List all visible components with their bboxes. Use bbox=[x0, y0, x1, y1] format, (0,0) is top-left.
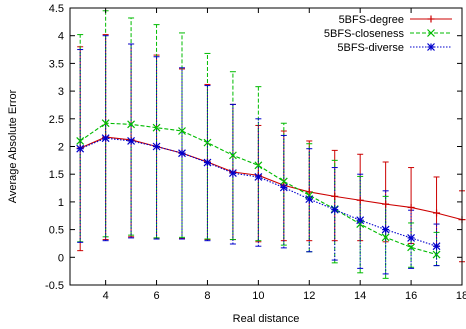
data-point bbox=[228, 151, 237, 160]
y-tick-label: 1 bbox=[58, 197, 64, 209]
data-point bbox=[178, 149, 186, 158]
data-point bbox=[407, 203, 415, 211]
data-point bbox=[381, 225, 390, 234]
x-tick-label: 16 bbox=[405, 290, 417, 302]
series-lines bbox=[79, 122, 463, 256]
data-point bbox=[101, 119, 110, 128]
series-markers bbox=[76, 119, 466, 259]
data-point bbox=[382, 200, 390, 208]
data-point bbox=[330, 205, 339, 214]
data-point bbox=[279, 177, 288, 186]
y-tick-label: 2.5 bbox=[49, 114, 64, 126]
data-point bbox=[279, 183, 288, 192]
x-axis-label: Real distance bbox=[233, 313, 300, 325]
x-tick-label: 12 bbox=[303, 290, 315, 302]
y-axis-label: Average Absolute Error bbox=[7, 89, 19, 203]
x-tick-label: 18 bbox=[456, 290, 466, 302]
legend-label: 5BFS-diverse bbox=[337, 42, 404, 54]
data-point bbox=[305, 188, 313, 196]
x-tick-label: 10 bbox=[252, 290, 264, 302]
data-point bbox=[178, 127, 186, 135]
x-tick-label: 14 bbox=[354, 290, 366, 302]
y-tick-label: 4.5 bbox=[49, 3, 64, 15]
data-point bbox=[254, 173, 263, 181]
data-point bbox=[127, 120, 136, 129]
y-tick-label: 2 bbox=[58, 142, 64, 154]
x-tick-label: 6 bbox=[153, 290, 159, 302]
y-tick-label: 4 bbox=[58, 31, 64, 43]
x-tick-label: 8 bbox=[204, 290, 210, 302]
x-tick-label: 4 bbox=[103, 290, 109, 302]
legend-marker bbox=[427, 29, 435, 37]
data-point bbox=[101, 134, 110, 143]
y-tick-label: 3 bbox=[58, 86, 64, 98]
data-point bbox=[203, 138, 212, 147]
data-point bbox=[305, 195, 314, 204]
data-point bbox=[381, 233, 390, 242]
data-point bbox=[356, 216, 365, 225]
data-point bbox=[152, 123, 161, 132]
legend: 5BFS-degree 5BFS-closeness 5BFS-diverse bbox=[324, 14, 452, 54]
y-tick-label: -0.5 bbox=[45, 280, 64, 292]
ticks: 4 6 8 10 12 14 16 18 -0.5 0 0.5 1 1.5 2 2.5 3 3.5 4 4.5 bbox=[45, 3, 466, 302]
y-tick-label: 0.5 bbox=[49, 225, 64, 237]
data-point bbox=[331, 192, 339, 200]
data-point bbox=[76, 137, 85, 145]
data-point bbox=[254, 161, 263, 170]
series-line bbox=[79, 136, 463, 221]
data-point bbox=[432, 250, 441, 259]
data-point bbox=[356, 196, 364, 204]
data-point bbox=[228, 169, 237, 178]
legend-marker bbox=[427, 43, 435, 51]
data-point bbox=[127, 137, 136, 145]
legend-label: 5BFS-closeness bbox=[324, 28, 405, 40]
y-tick-label: 3.5 bbox=[49, 58, 64, 70]
legend-label: 5BFS-degree bbox=[339, 14, 404, 26]
y-tick-label: 1.5 bbox=[49, 169, 64, 181]
data-point bbox=[203, 158, 212, 167]
y-tick-label: 0 bbox=[58, 252, 64, 264]
data-point bbox=[432, 242, 441, 251]
data-point bbox=[76, 144, 85, 153]
data-point bbox=[407, 233, 416, 242]
data-point bbox=[407, 243, 416, 252]
data-point bbox=[152, 142, 161, 151]
data-point bbox=[433, 209, 441, 217]
legend-marker bbox=[427, 15, 435, 23]
error-bars bbox=[77, 10, 465, 279]
